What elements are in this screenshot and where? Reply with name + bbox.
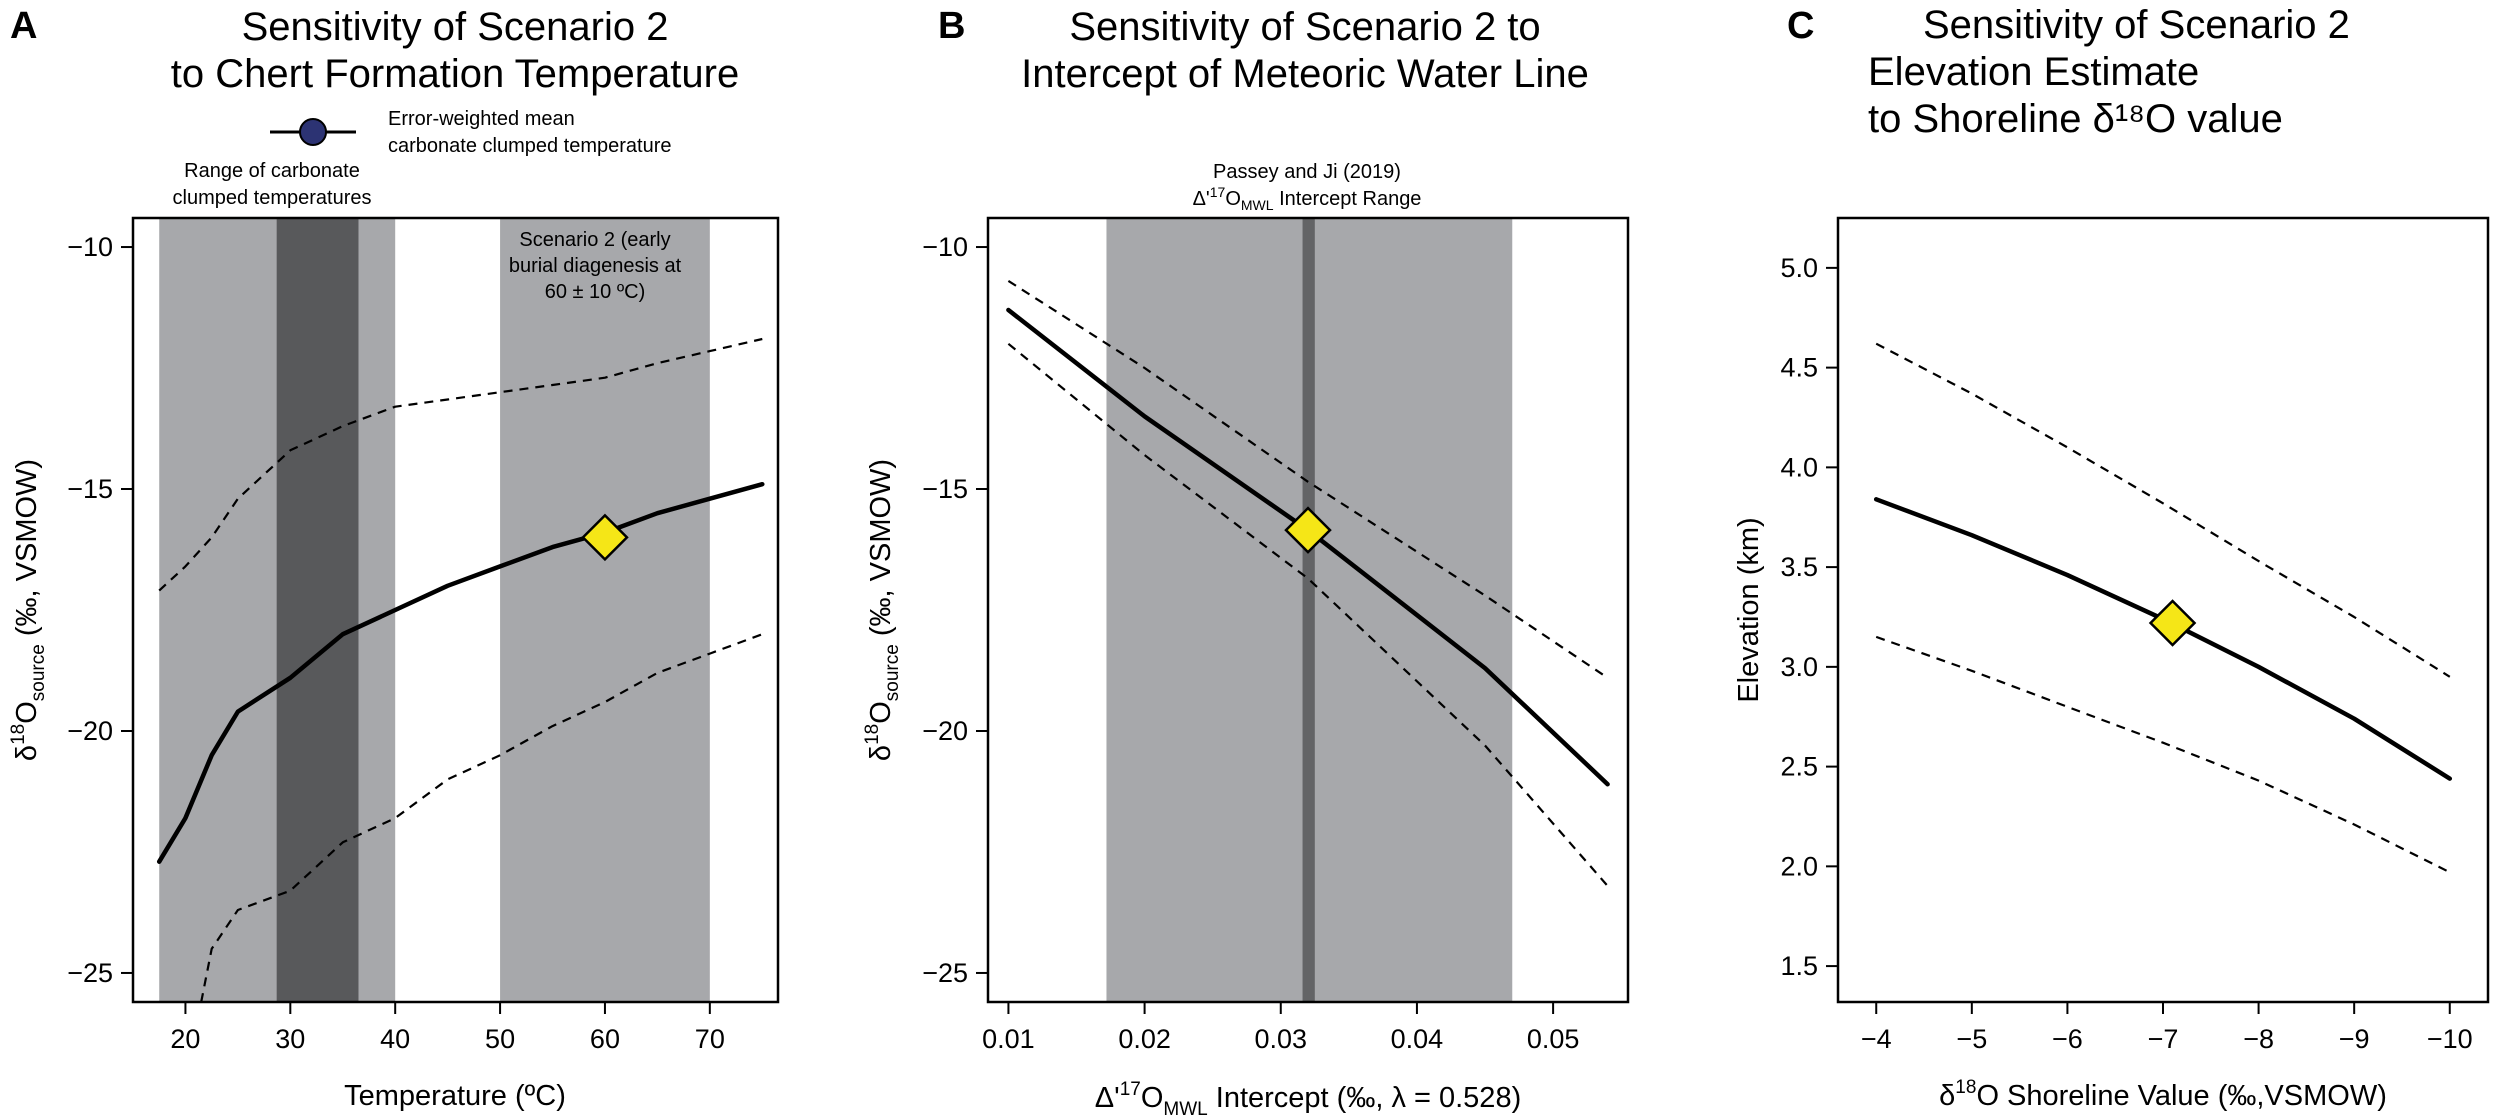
- panel-a-bands: [159, 218, 710, 1002]
- series-line-upper-bound: [1007, 279, 1609, 679]
- y-tick-label: 5.0: [1780, 253, 1818, 283]
- range-annotation-line-1: Range of carbonate: [184, 160, 360, 182]
- x-tick-label: 0.02: [1118, 1024, 1171, 1054]
- panel-a-x-axis-label: Temperature (ºC): [344, 1080, 566, 1112]
- estimate-diamond-marker: [581, 513, 629, 562]
- y-tick-label: 3.5: [1780, 552, 1818, 582]
- panel-c-y-axis-label: Elevation (km): [1733, 517, 1765, 702]
- x-tick-label: 20: [170, 1024, 200, 1054]
- range-annotation-line-2: clumped temperatures: [173, 187, 372, 209]
- panel-a-plot-frame: [131, 216, 780, 1004]
- panel-b-y-axis-label: δ18Osource (‰, VSMOW): [862, 459, 903, 761]
- x-tick-label: 0.03: [1254, 1024, 1307, 1054]
- x-tick-label: −4: [1861, 1024, 1892, 1054]
- panel-c-y-ticks: 1.5 2.0 2.5 3.0 3.5 4.0 4.5 5.0: [1780, 253, 1838, 981]
- x-tick-label: 0.04: [1391, 1024, 1444, 1054]
- scenario-annotation-line-2: burial diagenesis at: [509, 255, 682, 277]
- legend-label-line-1: Error-weighted mean: [388, 108, 575, 130]
- series-line-central: [156, 481, 765, 864]
- panel-c-title-line-3: to Shoreline δ¹⁸O value: [1868, 97, 2283, 141]
- y-tick-label: −15: [67, 474, 113, 504]
- intercept-range-annotation-line-2: Δ'17OMWL Intercept Range: [1193, 184, 1422, 213]
- panel-b-x-ticks: 0.01 0.02 0.03 0.04 0.05: [982, 1002, 1579, 1054]
- estimate-diamond-marker: [1284, 506, 1332, 554]
- legend-circle-marker-icon: [299, 118, 327, 146]
- series-line-lower-bound: [200, 633, 763, 1003]
- estimate-diamond-marker: [2148, 599, 2197, 647]
- panel-a-series: [156, 337, 765, 1003]
- panel-b-bands: [1106, 218, 1513, 1002]
- y-tick-label: 3.0: [1780, 652, 1818, 682]
- panel-b-marker: [1284, 506, 1332, 554]
- panel-a: A Sensitivity of Scenario 2 to Chert For…: [8, 5, 780, 1112]
- y-tick-label: 4.0: [1780, 452, 1818, 482]
- panel-b-title-line-1: Sensitivity of Scenario 2 to: [1069, 5, 1540, 49]
- y-tick-label: −15: [922, 474, 968, 504]
- x-tick-label: −10: [2427, 1024, 2473, 1054]
- panel-c-x-ticks: −4 −5 −6 −7 −8 −9 −10: [1861, 1002, 2473, 1054]
- series-line-lower-bound: [1007, 342, 1609, 887]
- panel-c: C Sensitivity of Scenario 2 Elevation Es…: [1733, 3, 2490, 1112]
- panel-a-title-line-2: to Chert Formation Temperature: [171, 52, 739, 96]
- y-tick-label: −20: [922, 716, 968, 746]
- panel-c-title-line-1: Sensitivity of Scenario 2: [1923, 3, 2350, 47]
- y-tick-label: 4.5: [1780, 353, 1818, 383]
- panel-b-x-axis-label: Δ'17OMWL Intercept (‰, λ = 0.528): [1095, 1079, 1521, 1120]
- y-tick-label: −10: [922, 232, 968, 262]
- x-tick-label: 60: [590, 1024, 620, 1054]
- x-tick-label: −7: [2148, 1024, 2179, 1054]
- panel-b-y-ticks: −10 −15 −20 −25: [922, 232, 988, 988]
- series-line-upper-bound: [1875, 342, 2451, 678]
- x-tick-label: 50: [485, 1024, 515, 1054]
- x-tick-label: 0.05: [1527, 1024, 1580, 1054]
- legend-label-line-2: carbonate clumped temperature: [388, 135, 672, 157]
- y-tick-label: 2.5: [1780, 752, 1818, 782]
- panel-a-y-ticks: −10 −15 −20 −25: [67, 232, 133, 988]
- y-tick-label: −10: [67, 232, 113, 262]
- x-tick-label: 40: [380, 1024, 410, 1054]
- x-tick-label: 0.01: [982, 1024, 1035, 1054]
- panel-b: B Sensitivity of Scenario 2 to Intercept…: [862, 5, 1630, 1120]
- panel-a-letter: A: [10, 5, 37, 47]
- panel-c-marker: [2148, 599, 2197, 647]
- y-tick-label: −25: [67, 958, 113, 988]
- panel-b-title-line-2: Intercept of Meteoric Water Line: [1021, 52, 1589, 96]
- x-tick-label: 30: [275, 1024, 305, 1054]
- band-2: [500, 218, 710, 1002]
- y-tick-label: −20: [67, 716, 113, 746]
- x-tick-label: −5: [1956, 1024, 1987, 1054]
- band-1: [276, 218, 359, 1002]
- y-tick-label: 2.0: [1780, 851, 1818, 881]
- scenario-annotation-line-1: Scenario 2 (early: [519, 229, 670, 251]
- scenario-annotation-line-3: 60 ± 10 ºC): [545, 281, 646, 303]
- x-tick-label: −9: [2339, 1024, 2370, 1054]
- panel-b-plot-frame: [986, 216, 1630, 1004]
- band-1: [1302, 218, 1315, 1002]
- y-tick-label: −25: [922, 958, 968, 988]
- panel-c-title-line-2: Elevation Estimate: [1868, 50, 2199, 94]
- series-line-central: [1873, 497, 2453, 781]
- series-line-lower-bound: [1875, 635, 2451, 874]
- panel-b-letter: B: [938, 5, 965, 47]
- panel-c-series: [1873, 342, 2453, 874]
- x-tick-label: −6: [2052, 1024, 2083, 1054]
- panel-a-title-line-1: Sensitivity of Scenario 2: [242, 5, 669, 49]
- panel-a-y-axis-label: δ18Osource (‰, VSMOW): [8, 459, 49, 761]
- x-tick-label: 70: [695, 1024, 725, 1054]
- series-line-upper-bound: [158, 337, 763, 592]
- intercept-range-annotation-line-1: Passey and Ji (2019): [1213, 161, 1401, 183]
- x-tick-label: −8: [2243, 1024, 2274, 1054]
- panel-a-marker: [581, 513, 629, 562]
- panel-c-letter: C: [1787, 5, 1814, 47]
- y-tick-label: 1.5: [1780, 951, 1818, 981]
- panel-c-x-axis-label: δ18O Shoreline Value (‰,VSMOW): [1939, 1077, 2387, 1112]
- panel-a-x-ticks: 20 30 40 50 60 70: [170, 1002, 725, 1054]
